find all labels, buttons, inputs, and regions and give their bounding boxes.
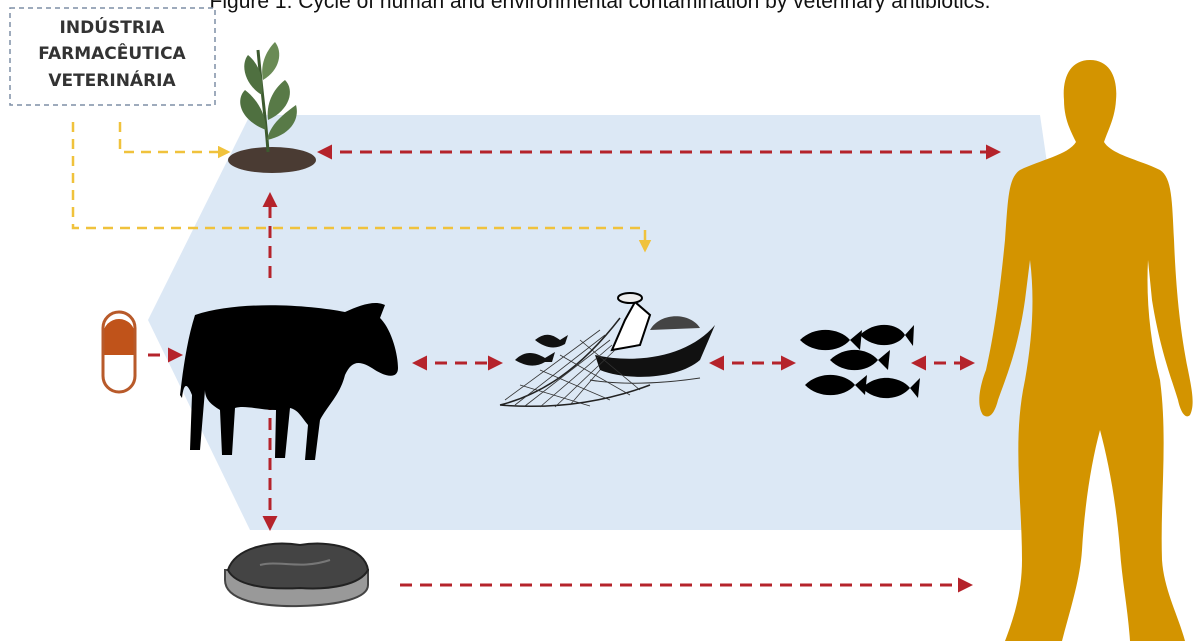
box-line: INDÚSTRIA bbox=[60, 16, 166, 38]
figure-title: Figure 1: Cycle of human and environment… bbox=[210, 0, 991, 13]
pill bbox=[103, 312, 135, 392]
page: {"title": "Figure 1: Cycle of human and … bbox=[0, 0, 1195, 641]
industry-arrow bbox=[120, 122, 228, 152]
diagram: Figure 1: Cycle of human and environment… bbox=[0, 0, 1195, 641]
box-line: FARMACÊUTICA bbox=[38, 42, 186, 64]
steak bbox=[225, 544, 368, 607]
plant bbox=[228, 42, 316, 173]
box-line: VETERINÁRIA bbox=[48, 69, 176, 91]
